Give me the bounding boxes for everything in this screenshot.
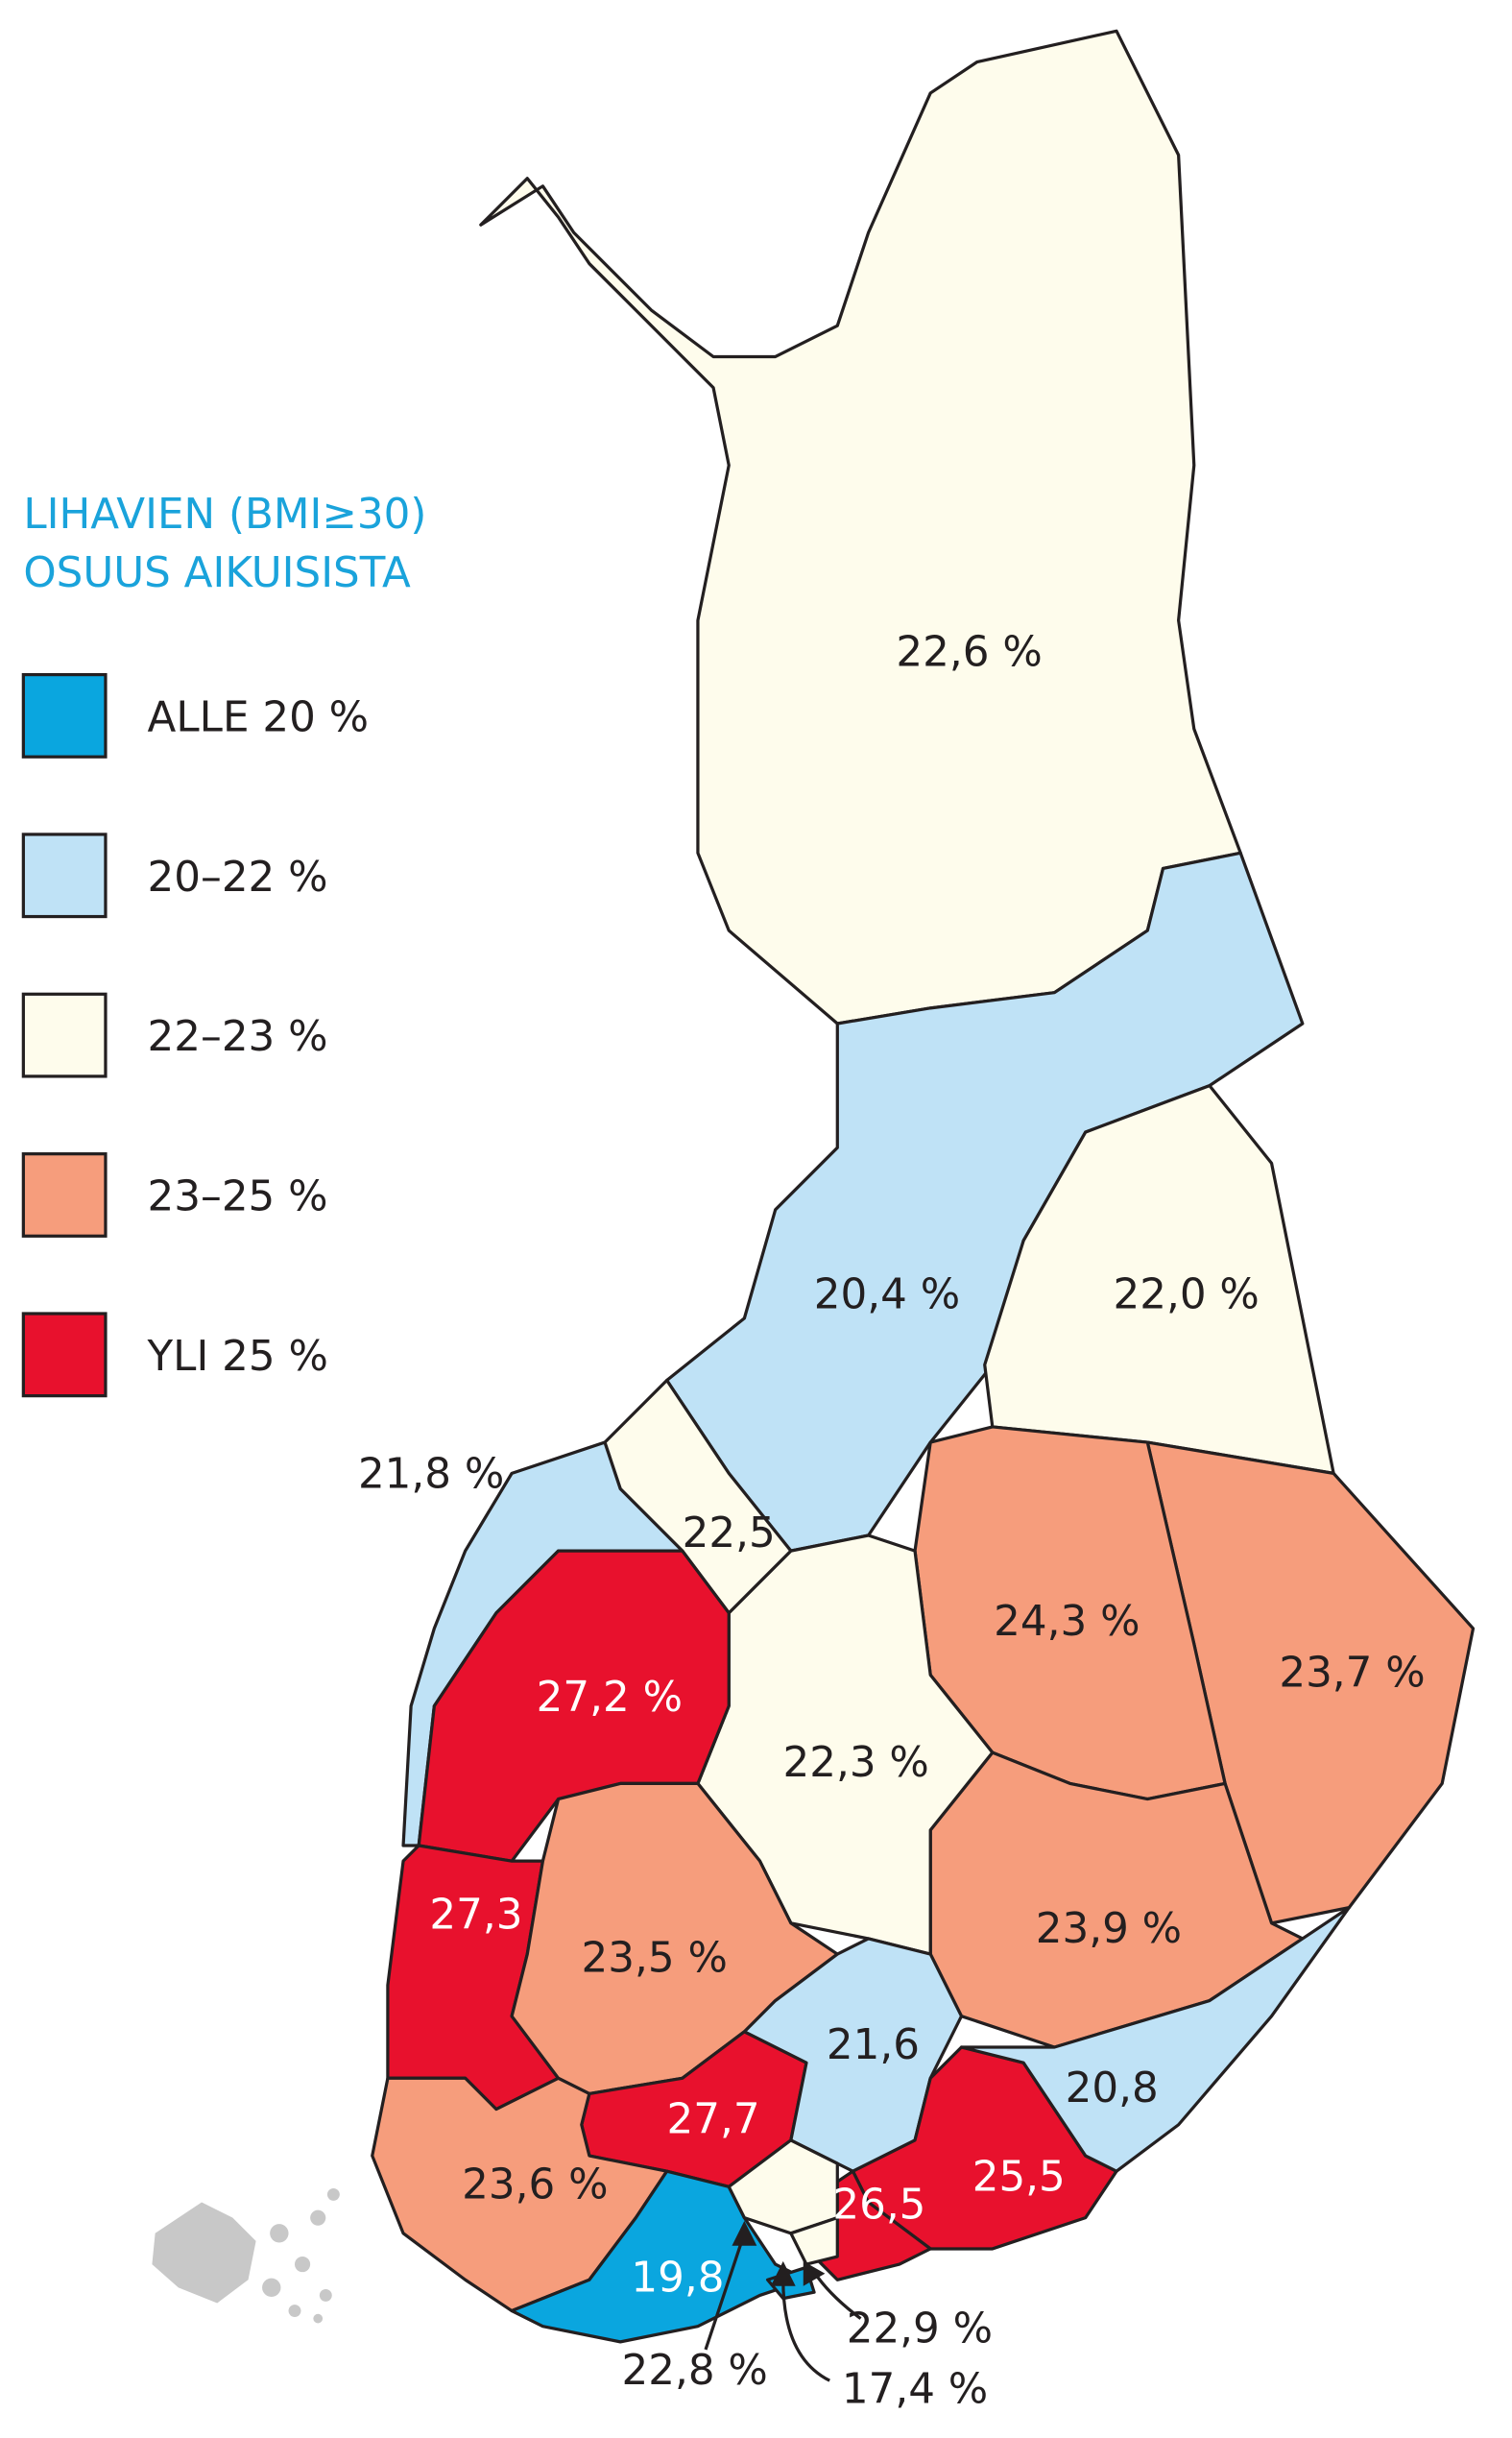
region-label: 23,7 % [1279, 1649, 1425, 1697]
region [959, 1906, 1351, 2173]
region-label: 25,5 [972, 2153, 1066, 2201]
region-label: 21,8 % [358, 1451, 504, 1499]
region-label: 22,5 [683, 1509, 776, 1557]
region-label: 26,5 [832, 2181, 925, 2229]
legend-label: 22–23 % [148, 1013, 328, 1061]
arrow-heads [732, 2220, 826, 2286]
legend-swatch [21, 1152, 108, 1238]
legend-label: YLI 25 % [147, 1333, 328, 1381]
region [479, 29, 1242, 1026]
legend-label: 20–22 % [148, 854, 328, 902]
legend-swatch [21, 1312, 108, 1398]
region-label: 22,6 % [896, 629, 1042, 677]
legend-swatch [21, 833, 108, 919]
region-label: 21,6 [827, 2021, 920, 2069]
regions: 22,6 % 20,4 % 22,0 % 23,7 % 24,3 % 23,9 % 22,3… [358, 29, 1476, 2414]
region-label: 22,8 % [622, 2347, 768, 2395]
region-label: 20,8 [1066, 2064, 1159, 2112]
legend-swatch [21, 992, 108, 1078]
region [789, 2216, 839, 2266]
legend-swatch [21, 672, 108, 759]
legend: LIHAVIEN (BMI≥30) OSUUS AIKUISISTA ALLE 20… [21, 491, 426, 1398]
legend-title: LIHAVIEN (BMI≥30) [23, 491, 426, 539]
legend-title: OSUUS AIKUISISTA [23, 549, 411, 597]
region-label: 22,9 % [847, 2305, 993, 2354]
region-label: 19,8 [631, 2254, 724, 2302]
region-label: 24,3 % [994, 1598, 1140, 1646]
region-label: 27,7 [667, 2096, 760, 2144]
region-label: 23,5 % [582, 1935, 728, 1983]
legend-label: ALLE 20 % [148, 693, 370, 741]
region-label: 23,6 % [462, 2160, 608, 2209]
legend-label: 23–25 % [148, 1173, 328, 1221]
region-label: 23,9 % [1036, 1905, 1182, 1953]
region-label: 27,2 % [537, 1674, 683, 1722]
region-label: 27,3 [429, 1891, 522, 1939]
aland-islands [152, 2187, 340, 2324]
region-label: 17,4 % [842, 2366, 988, 2414]
region-label: 22,0 % [1114, 1270, 1260, 1318]
region-label: 20,4 % [814, 1270, 960, 1318]
region-label: 22,3 % [782, 1739, 928, 1787]
